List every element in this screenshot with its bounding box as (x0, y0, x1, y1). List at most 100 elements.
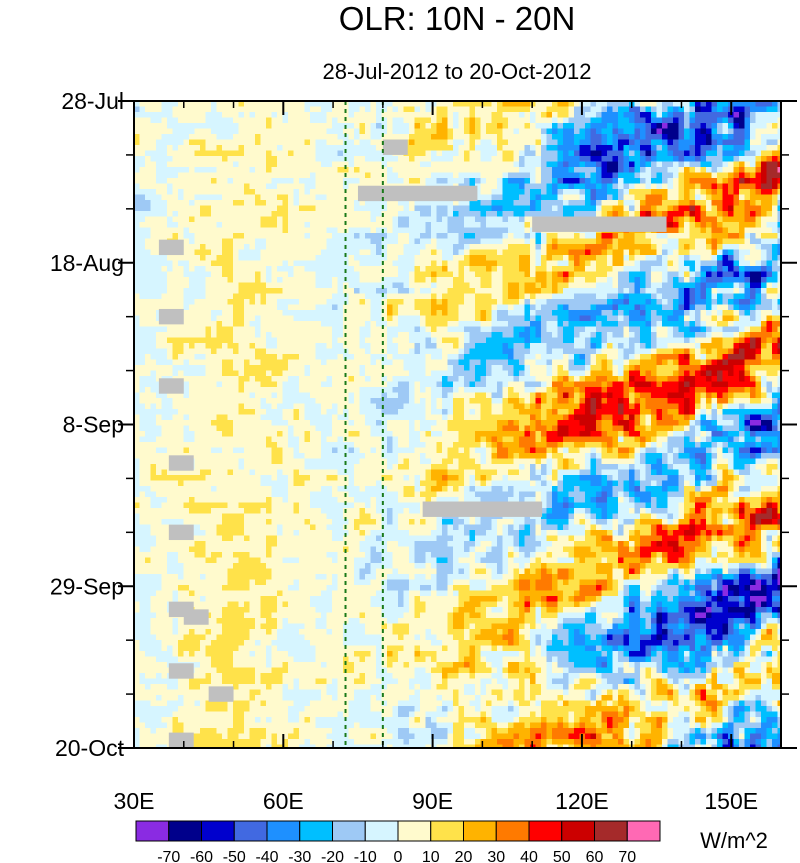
field-cell (667, 304, 674, 311)
field-cell (777, 194, 781, 201)
field-cell (442, 222, 449, 229)
field-cell (315, 255, 322, 262)
field-cell (321, 227, 328, 234)
field-cell (315, 277, 322, 284)
field-cell (502, 211, 509, 218)
field-cell (497, 288, 504, 295)
field-cell (761, 315, 768, 322)
field-cell (777, 304, 781, 311)
field-cell (271, 139, 278, 146)
field-cell (640, 123, 647, 130)
field-cell (392, 200, 399, 207)
field-cell (755, 200, 762, 207)
field-cell (601, 255, 608, 262)
field-cell (249, 161, 256, 168)
field-cell (216, 189, 223, 196)
field-cell (216, 222, 223, 229)
field-cell (579, 321, 586, 328)
field-cell (497, 200, 504, 207)
field-cell (343, 310, 350, 317)
field-cell (189, 310, 196, 317)
field-cell (546, 167, 553, 174)
field-cell (744, 244, 751, 251)
field-cell (403, 161, 410, 168)
field-cell (233, 238, 240, 245)
field-cell (370, 321, 377, 328)
field-cell (728, 277, 735, 284)
field-cell (277, 117, 284, 124)
field-cell (387, 161, 394, 168)
field-cell (700, 271, 707, 278)
field-cell (497, 178, 504, 185)
field-cell (497, 326, 504, 333)
field-cell (629, 150, 636, 157)
field-cell (590, 233, 597, 240)
field-cell (293, 288, 300, 295)
field-cell (689, 117, 696, 124)
field-cell (541, 123, 548, 130)
field-cell (304, 172, 311, 179)
field-cell (601, 183, 608, 190)
field-cell (343, 161, 350, 168)
field-cell (249, 304, 256, 311)
field-cell (139, 249, 146, 256)
field-cell (255, 205, 262, 212)
field-cell (667, 150, 674, 157)
field-cell (134, 161, 141, 168)
field-cell (596, 123, 603, 130)
field-cell (431, 139, 438, 146)
field-cell (442, 260, 449, 267)
field-cell (563, 123, 570, 130)
field-cell (667, 189, 674, 196)
field-cell (766, 117, 773, 124)
field-cell (557, 172, 564, 179)
field-cell (244, 200, 251, 207)
field-cell (552, 299, 559, 306)
field-cell (662, 139, 669, 146)
field-cell (420, 315, 427, 322)
field-cell (216, 288, 223, 295)
field-cell (469, 156, 476, 163)
field-cell (552, 211, 559, 218)
field-cell (761, 282, 768, 289)
field-cell (216, 200, 223, 207)
field-cell (772, 293, 779, 300)
field-cell (200, 128, 207, 135)
field-cell (365, 172, 372, 179)
field-cell (376, 260, 383, 267)
field-cell (172, 222, 179, 229)
field-cell (299, 112, 306, 119)
field-cell (739, 178, 746, 185)
field-cell (612, 271, 619, 278)
field-cell (524, 216, 531, 223)
field-cell (398, 134, 405, 141)
field-cell (684, 310, 691, 317)
field-cell (574, 139, 581, 146)
field-cell (244, 117, 251, 124)
field-cell (420, 172, 427, 179)
field-cell (502, 134, 509, 141)
field-cell (458, 205, 465, 212)
field-cell (189, 304, 196, 311)
field-cell (172, 233, 179, 240)
field-cell (541, 128, 548, 135)
field-cell (183, 156, 190, 163)
field-cell (183, 222, 190, 229)
field-cell (695, 200, 702, 207)
field-cell (645, 260, 652, 267)
field-cell (260, 249, 267, 256)
field-cell (557, 106, 564, 113)
field-cell (266, 183, 273, 190)
field-cell (618, 299, 625, 306)
field-cell (689, 150, 696, 157)
field-cell (480, 244, 487, 251)
field-cell (772, 117, 779, 124)
field-cell (761, 304, 768, 311)
field-cell (425, 167, 432, 174)
field-cell (365, 128, 372, 135)
field-cell (535, 139, 542, 146)
field-cell (772, 216, 779, 223)
field-cell (717, 227, 724, 234)
field-cell (398, 299, 405, 306)
field-cell (524, 326, 531, 333)
